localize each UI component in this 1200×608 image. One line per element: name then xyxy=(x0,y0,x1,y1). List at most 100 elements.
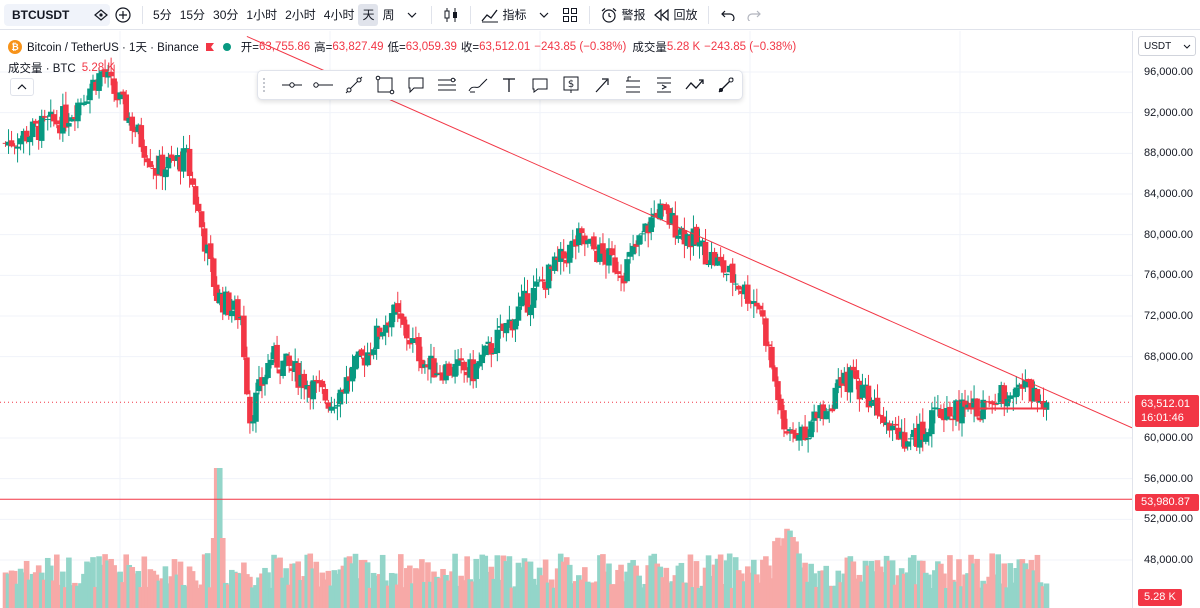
flag-icon[interactable] xyxy=(205,42,215,52)
current-price-tag: 63,512.01 16:01:46 xyxy=(1135,395,1199,427)
brush-icon[interactable] xyxy=(462,72,493,98)
volume-bar xyxy=(793,541,799,608)
interval-button-7[interactable]: 周 xyxy=(382,8,395,22)
volume-bar xyxy=(509,587,516,608)
interval-dropdown-icon[interactable] xyxy=(399,4,425,26)
symbol-watch-icon[interactable] xyxy=(92,4,110,26)
candles-chart-type-icon[interactable] xyxy=(438,4,464,26)
callout-icon[interactable] xyxy=(400,72,431,98)
candle-body xyxy=(862,384,869,388)
volume-bar xyxy=(630,560,636,608)
candle-body xyxy=(310,380,317,400)
volume-bar xyxy=(54,554,60,608)
parallel-channel-icon[interactable] xyxy=(431,72,462,98)
volume-bar xyxy=(271,554,277,608)
alerts-button[interactable]: 警报 xyxy=(596,4,650,26)
interval-button-0[interactable]: 5分 xyxy=(153,8,172,22)
candle-body xyxy=(751,301,757,304)
volume-bar xyxy=(820,570,827,608)
volume-bar xyxy=(624,571,630,608)
volume-bar xyxy=(370,572,377,608)
ruler-icon[interactable] xyxy=(710,72,741,98)
volume-bar xyxy=(835,570,842,608)
candle-body xyxy=(23,130,30,142)
symbol-search-button[interactable]: BTCUSDT xyxy=(4,3,110,26)
currency-selector[interactable]: USDT xyxy=(1138,36,1196,56)
price-scale[interactable] xyxy=(1132,31,1200,608)
rectangle-icon[interactable] xyxy=(369,72,400,98)
trend-line-icon[interactable] xyxy=(338,72,369,98)
volume-bar xyxy=(678,562,685,608)
volume-bar xyxy=(892,584,899,608)
interval-button-2[interactable]: 30分 xyxy=(213,8,239,22)
horizontal-line-icon[interactable] xyxy=(307,72,338,98)
candle-body xyxy=(723,273,730,276)
price-label-icon[interactable]: $ xyxy=(555,72,586,98)
volume-bar xyxy=(183,586,190,608)
candle-body xyxy=(729,263,736,283)
volume-bar xyxy=(207,587,214,608)
candle-body xyxy=(959,399,965,424)
candle-body xyxy=(932,407,938,410)
volume-bar xyxy=(307,553,314,608)
horizontal-line-price: 53,980.87 xyxy=(1141,496,1190,508)
candle-body xyxy=(370,349,377,355)
volume-bar xyxy=(123,554,130,608)
toolbar-divider xyxy=(588,5,590,24)
volume-bar xyxy=(941,573,947,608)
short-position-icon[interactable] xyxy=(648,72,679,98)
price-chart[interactable] xyxy=(0,31,1132,608)
interval-button-5[interactable]: 4小时 xyxy=(323,8,355,22)
volume-bar xyxy=(699,585,706,608)
replay-button[interactable]: 回放 xyxy=(650,4,702,26)
legend-title[interactable]: Bitcoin / TetherUS · 1天 · Binance xyxy=(27,42,199,54)
volume-indicator-label[interactable]: 成交量 · BTC xyxy=(8,63,76,75)
path-icon[interactable] xyxy=(679,72,710,98)
collapse-legend-button[interactable] xyxy=(10,78,34,96)
chevron-up-icon xyxy=(17,84,27,90)
volume-bar xyxy=(708,575,715,608)
long-position-icon[interactable] xyxy=(617,72,648,98)
volume-bar xyxy=(898,568,905,608)
currency-dropdown-icon xyxy=(1183,41,1191,52)
volume-bar xyxy=(458,575,464,608)
volume-bar xyxy=(738,573,745,608)
compare-add-icon[interactable] xyxy=(110,4,136,26)
volume-bar xyxy=(256,577,262,608)
volume-bar xyxy=(600,554,606,608)
volume-bar xyxy=(20,572,27,608)
interval-button-3[interactable]: 1小时 xyxy=(246,8,278,22)
text-icon[interactable] xyxy=(493,72,524,98)
horizontal-ray-icon[interactable] xyxy=(276,72,307,98)
candle-body xyxy=(292,361,298,373)
candle-body xyxy=(114,92,120,101)
candle-body xyxy=(805,437,811,440)
candle-body xyxy=(714,257,721,266)
layout-grid-icon[interactable] xyxy=(557,4,583,26)
arrow-icon[interactable] xyxy=(586,72,617,98)
volume-bar xyxy=(548,579,555,608)
drag-handle-icon[interactable] xyxy=(260,75,268,95)
undo-icon[interactable] xyxy=(715,4,741,26)
comment-icon[interactable] xyxy=(524,72,555,98)
volume-bar xyxy=(431,571,437,608)
candle-body xyxy=(757,305,763,310)
volume-bar xyxy=(277,557,283,608)
volume-bar xyxy=(232,571,238,608)
volume-bar xyxy=(343,557,350,608)
volume-bar xyxy=(557,553,564,608)
candle-body xyxy=(497,326,504,328)
candle-body xyxy=(1004,398,1011,407)
redo-icon[interactable] xyxy=(741,4,767,26)
volume-bar xyxy=(660,577,667,608)
candle-body xyxy=(904,441,911,447)
interval-button-1[interactable]: 15分 xyxy=(179,8,206,22)
interval-button-6[interactable]: 天 xyxy=(358,3,379,26)
volume-bar xyxy=(536,567,543,608)
volume-bar xyxy=(832,585,839,608)
volume-bar xyxy=(1031,570,1038,608)
indicators-button[interactable]: 指标 xyxy=(477,4,531,26)
interval-button-4[interactable]: 2小时 xyxy=(285,8,316,22)
indicators-dropdown-icon[interactable] xyxy=(531,4,557,26)
candle-body xyxy=(823,411,830,420)
